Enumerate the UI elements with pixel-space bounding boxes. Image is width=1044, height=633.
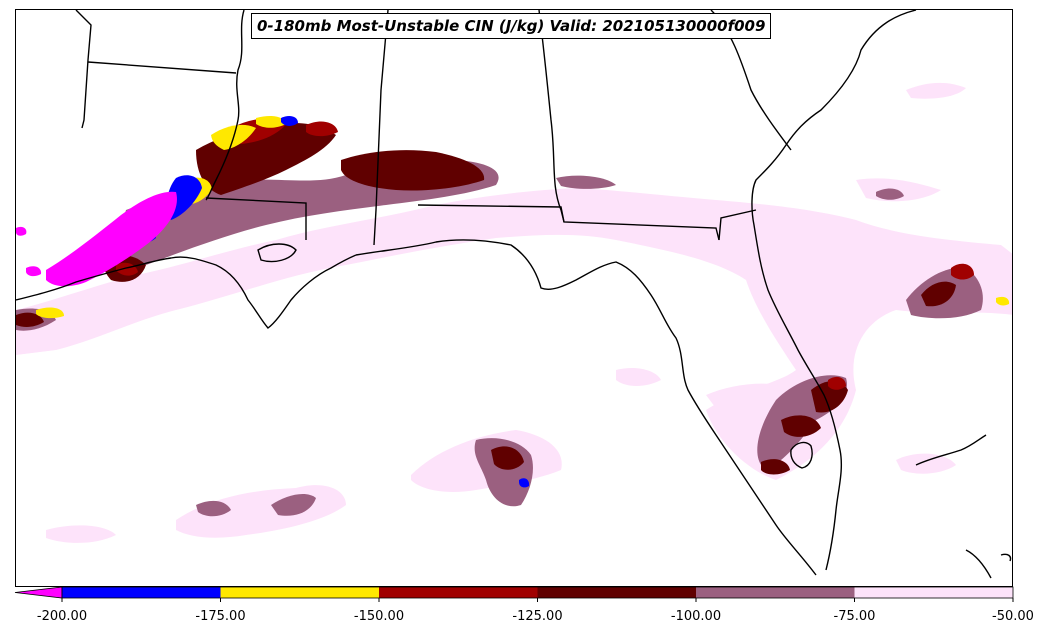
colorbar-cell-6 xyxy=(854,587,1013,598)
cin-map xyxy=(16,10,1012,579)
cin-layer-magenta xyxy=(16,191,177,287)
colorbar-ticks: -200.00 -175.00 -150.00 -125.00 -100.00 -75.0… xyxy=(37,598,1034,624)
geography-lines xyxy=(16,10,1012,579)
colorbar-cell-3 xyxy=(379,587,538,598)
colorbar-extend-min xyxy=(14,586,63,599)
map-panel xyxy=(15,9,1013,587)
colorbar-cell-2 xyxy=(220,587,379,598)
colorbar-tick-label: -150.00 xyxy=(354,609,404,624)
colorbar-tick-label: -200.00 xyxy=(37,609,87,624)
colorbar-cell-4 xyxy=(537,587,696,598)
colorbar: -200.00 -175.00 -150.00 -125.00 -100.00 -75.0… xyxy=(14,586,1034,624)
colorbar-tick-label: -125.00 xyxy=(512,609,562,624)
map-title: 0-180mb Most-Unstable CIN (J/kg) Valid: … xyxy=(251,13,772,39)
colorbar-cell-5 xyxy=(696,587,855,598)
colorbar-cells xyxy=(14,586,1014,599)
colorbar-tick-label: -75.00 xyxy=(834,609,876,624)
colorbar-tick-label: -50.00 xyxy=(992,609,1034,624)
colorbar-tick-label: -175.00 xyxy=(195,609,245,624)
colorbar-cell-1 xyxy=(62,587,221,598)
colorbar-tick-label: -100.00 xyxy=(671,609,721,624)
